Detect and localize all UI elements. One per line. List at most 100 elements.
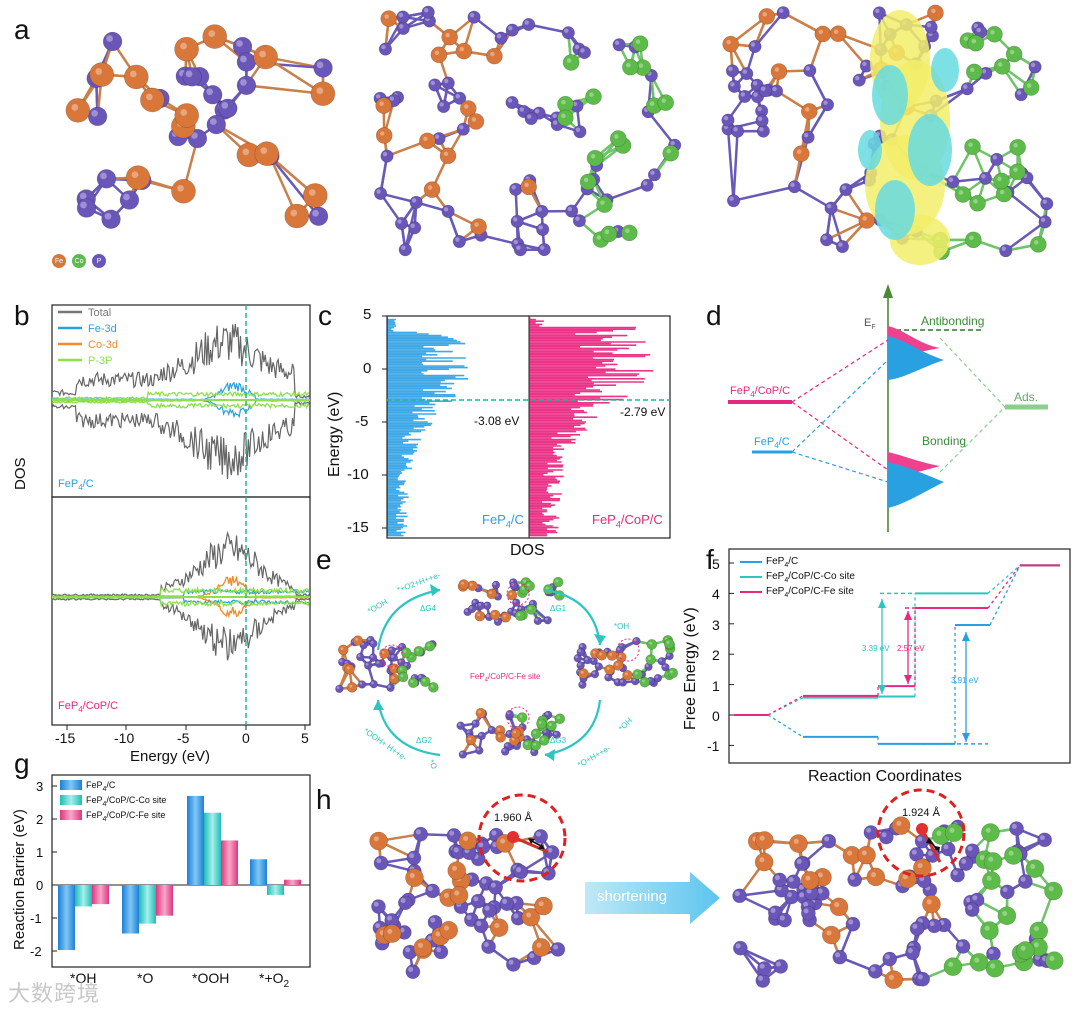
- p-atom: [748, 39, 762, 54]
- p-atom: [561, 26, 575, 40]
- p-atom: [604, 673, 613, 682]
- p-atom: [522, 17, 536, 32]
- p-atom: [406, 850, 422, 866]
- fe-atom: [520, 178, 537, 196]
- fe-atom: [506, 589, 518, 601]
- p-atom: [578, 642, 587, 652]
- p-atom: [484, 612, 494, 622]
- co-atom: [622, 58, 639, 76]
- p-atom: [1037, 832, 1052, 848]
- co-atom: [543, 584, 554, 595]
- p-atom: [505, 729, 514, 739]
- p-atom: [374, 935, 390, 951]
- p-atom: [963, 894, 978, 910]
- p-atom: [1017, 944, 1033, 959]
- co-atom: [554, 590, 565, 601]
- co-atom: [538, 735, 550, 746]
- p-atom: [182, 67, 202, 87]
- p-atom: [500, 611, 509, 620]
- p-atom: [465, 732, 475, 742]
- g-ytick-2: 2: [36, 812, 44, 827]
- p-atom: [955, 939, 971, 954]
- p-atom: [541, 728, 551, 737]
- p-atom: [835, 240, 849, 254]
- cluster-bottom: [456, 707, 566, 759]
- co-atom: [546, 720, 557, 732]
- p-atom: [425, 883, 440, 899]
- p-atom: [576, 647, 585, 657]
- p-atom: [477, 731, 486, 741]
- p-atom: [803, 63, 817, 78]
- p-atom: [661, 663, 670, 672]
- p-atom: [428, 78, 442, 92]
- d-antibonding: Antibonding: [921, 314, 985, 328]
- p-atom: [537, 243, 551, 257]
- d-ef-label: EF: [864, 317, 876, 332]
- p-atom: [640, 178, 654, 192]
- p-atom: [852, 73, 866, 87]
- f-ylabel: Free Energy (eV): [682, 607, 699, 730]
- co-atom: [1022, 79, 1040, 96]
- fe-atom: [344, 663, 355, 675]
- p-atom: [463, 607, 472, 617]
- fe-atom: [125, 165, 151, 190]
- charge-depletion: [872, 65, 908, 125]
- p-atom: [863, 825, 879, 840]
- p-atom: [505, 709, 514, 719]
- fe-atom: [352, 635, 364, 646]
- fe-atom: [494, 725, 506, 736]
- p-atom: [488, 827, 504, 843]
- fe-atom: [514, 731, 525, 743]
- co-atom: [1005, 45, 1023, 63]
- co-atom: [419, 676, 431, 687]
- bar-fep4-cop-c-co-site: [204, 812, 221, 885]
- co-atom: [517, 587, 528, 598]
- p-atom: [882, 951, 897, 967]
- p-atom: [400, 892, 416, 908]
- d-ads: Ads.: [1014, 390, 1039, 404]
- co-atom: [639, 676, 651, 688]
- fe-atom: [439, 888, 459, 908]
- p-atom: [377, 659, 387, 668]
- fe-atom: [927, 4, 944, 22]
- co-atom: [552, 576, 564, 588]
- p-atom: [647, 168, 661, 182]
- p-atom: [416, 648, 426, 657]
- fe-atom: [465, 734, 477, 746]
- reaction-barrier-legend: [60, 780, 82, 820]
- p-atom: [612, 38, 626, 52]
- p-atom: [187, 128, 208, 149]
- fe-atom: [755, 831, 774, 850]
- legend-swatch: [60, 810, 82, 820]
- p-atom: [424, 933, 440, 948]
- p-atom: [470, 851, 486, 867]
- fe-atom: [606, 650, 618, 661]
- legend-label: P-3P: [88, 355, 112, 367]
- fe-atom: [792, 145, 810, 162]
- p-atom: [895, 878, 910, 894]
- panel-label-a: a: [14, 14, 30, 45]
- c-right-value: -2.79 eV: [620, 405, 666, 419]
- panel-a-legend: Fe Co P: [52, 254, 106, 268]
- p-atom: [487, 725, 497, 735]
- p-atom: [417, 673, 426, 683]
- fe-atom: [590, 648, 601, 659]
- p-atom: [486, 900, 502, 915]
- charge-depletion: [931, 48, 959, 92]
- co-atom: [664, 643, 676, 654]
- p-atom: [218, 98, 238, 118]
- legend-fe-atom: Fe: [52, 254, 66, 268]
- co-atom: [526, 604, 537, 615]
- energy-transition: [767, 697, 804, 716]
- structure-fep4-c: [65, 24, 336, 229]
- charge-depletion: [908, 114, 952, 186]
- p-atom: [451, 844, 466, 860]
- p-atom: [804, 885, 819, 901]
- legend-label: Fe-3d: [88, 323, 117, 335]
- fe-atom: [467, 113, 485, 130]
- p-atom: [465, 729, 474, 738]
- legend-label: Co-3d: [88, 339, 118, 351]
- p-atom: [119, 190, 140, 210]
- co-atom: [662, 635, 674, 646]
- c-right-name: FeP4/CoP/C: [592, 512, 663, 530]
